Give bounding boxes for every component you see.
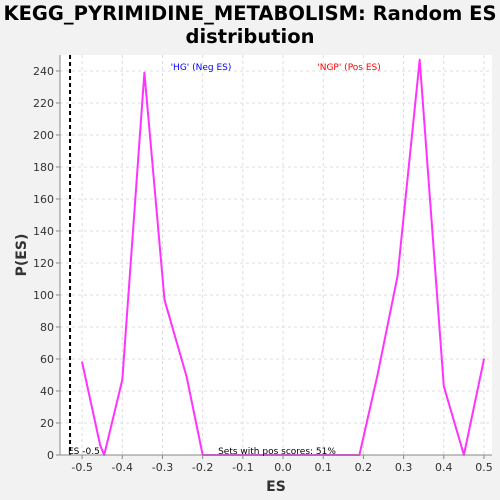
y-tick-label: 100 [33,289,54,302]
chart-title-line2: distribution [185,25,315,48]
data-point [99,444,101,447]
y-tick-label: 180 [33,161,54,174]
x-tick-label: 0.3 [395,461,413,474]
pos-score-annotation: Sets with pos scores: 51% [218,447,336,457]
y-tick-label: 240 [33,65,54,78]
y-tick-label: 20 [40,417,54,430]
data-point [185,375,188,378]
es-marker-label: ES -0.5 [68,447,100,457]
x-tick-label: -0.5 [71,461,92,474]
y-tick-label: 60 [40,353,54,366]
y-tick-label: 160 [33,193,54,206]
data-point [163,299,166,301]
x-tick-label: 0.0 [274,461,292,474]
chart-title: KEGG_PYRIMIDINE_METABOLISM: Random ES di… [0,2,500,48]
data-point [483,358,485,360]
x-axis-ticks: -0.5 -0.4 -0.3 -0.2 -0.1 0.0 0.1 0.2 0.3 0.4 0.5 [71,455,493,474]
data-point [442,385,445,388]
data-point [143,71,146,74]
y-tick-label: 40 [40,385,54,398]
x-tick-label: -0.3 [152,461,173,474]
y-tick-label: 140 [33,225,54,238]
x-tick-label: -0.1 [232,461,253,474]
x-tick-label: 0.4 [435,461,453,474]
x-tick-label: 0.2 [355,461,373,474]
y-tick-label: 80 [40,321,54,334]
y-axis-ticks: 0 20 40 60 80 100 120 140 160 180 200 220 240 [33,65,60,462]
x-tick-label: 0.5 [475,461,493,474]
y-tick-label: 200 [33,129,54,142]
x-tick-label: 0.1 [314,461,332,474]
y-tick-label: 220 [33,97,54,110]
axes [59,55,492,456]
data-point [418,59,421,61]
data-point [81,361,83,364]
y-axis-label: P(ES) [14,234,30,277]
neg-annotation: 'HG' (Neg ES) [171,63,232,73]
plot-area [60,55,492,455]
x-tick-label: -0.2 [192,461,213,474]
grid [60,55,492,456]
chart-title-line1: KEGG_PYRIMIDINE_METABOLISM: Random ES [3,2,497,25]
x-axis-label: ES [266,479,286,495]
data-point [121,379,124,381]
pos-annotation: 'NGP' (Pos ES) [317,63,381,73]
data-point [376,374,379,376]
data-point [396,275,399,277]
x-tick-label: -0.4 [112,461,133,474]
y-tick-label: 0 [47,449,54,462]
y-tick-label: 120 [33,257,54,270]
